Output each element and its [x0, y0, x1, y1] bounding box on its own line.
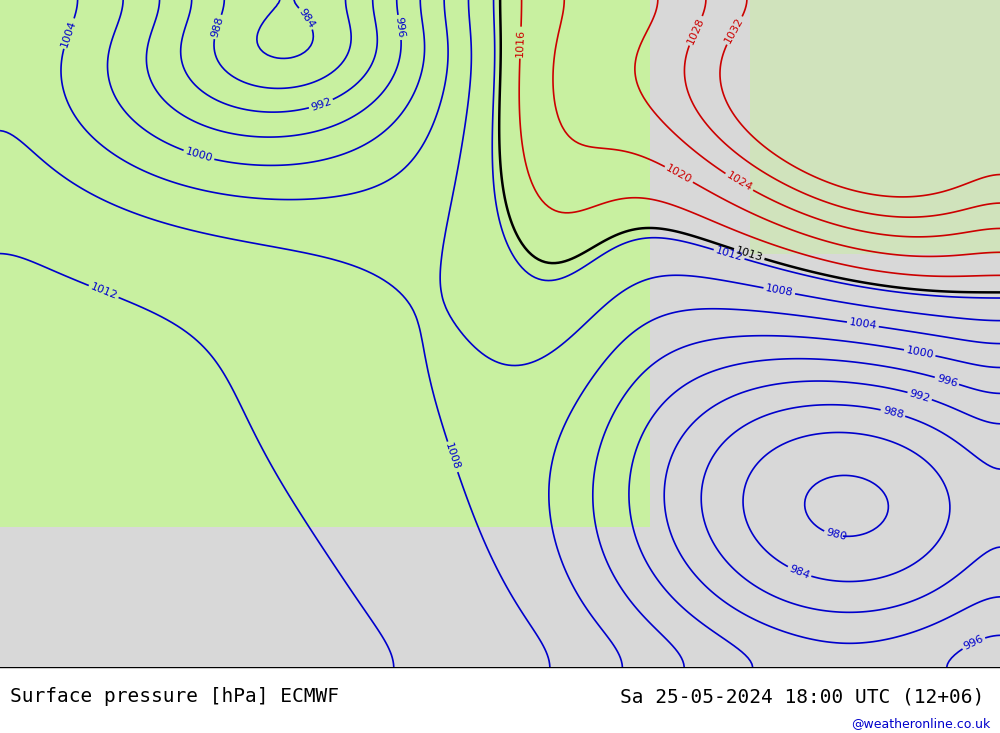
Text: 996: 996 — [394, 16, 406, 39]
Text: 1012: 1012 — [89, 281, 119, 301]
Text: 984: 984 — [297, 7, 317, 30]
Text: 1000: 1000 — [905, 345, 934, 360]
Text: 996: 996 — [935, 373, 959, 388]
Text: 1008: 1008 — [765, 284, 794, 298]
Text: 992: 992 — [908, 388, 931, 404]
Text: 988: 988 — [881, 405, 905, 420]
Text: 984: 984 — [788, 564, 811, 581]
Text: 1008: 1008 — [443, 442, 462, 472]
Text: 1020: 1020 — [664, 163, 694, 185]
Text: 996: 996 — [962, 633, 985, 652]
Text: 1013: 1013 — [734, 245, 764, 263]
Text: Surface pressure [hPa] ECMWF: Surface pressure [hPa] ECMWF — [10, 688, 339, 706]
Text: 988: 988 — [210, 15, 225, 39]
Text: 1000: 1000 — [184, 147, 214, 164]
Text: 1016: 1016 — [515, 29, 526, 57]
Text: 980: 980 — [825, 528, 848, 542]
Text: 1012: 1012 — [714, 246, 744, 263]
Text: 1024: 1024 — [724, 171, 754, 194]
Text: Sa 25-05-2024 18:00 UTC (12+06): Sa 25-05-2024 18:00 UTC (12+06) — [620, 688, 984, 706]
Text: 1004: 1004 — [848, 317, 878, 331]
Text: 1032: 1032 — [723, 15, 746, 45]
Text: 1028: 1028 — [685, 16, 706, 45]
Text: 1004: 1004 — [59, 18, 78, 48]
Text: 992: 992 — [309, 96, 333, 112]
Text: @weatheronline.co.uk: @weatheronline.co.uk — [851, 717, 990, 730]
